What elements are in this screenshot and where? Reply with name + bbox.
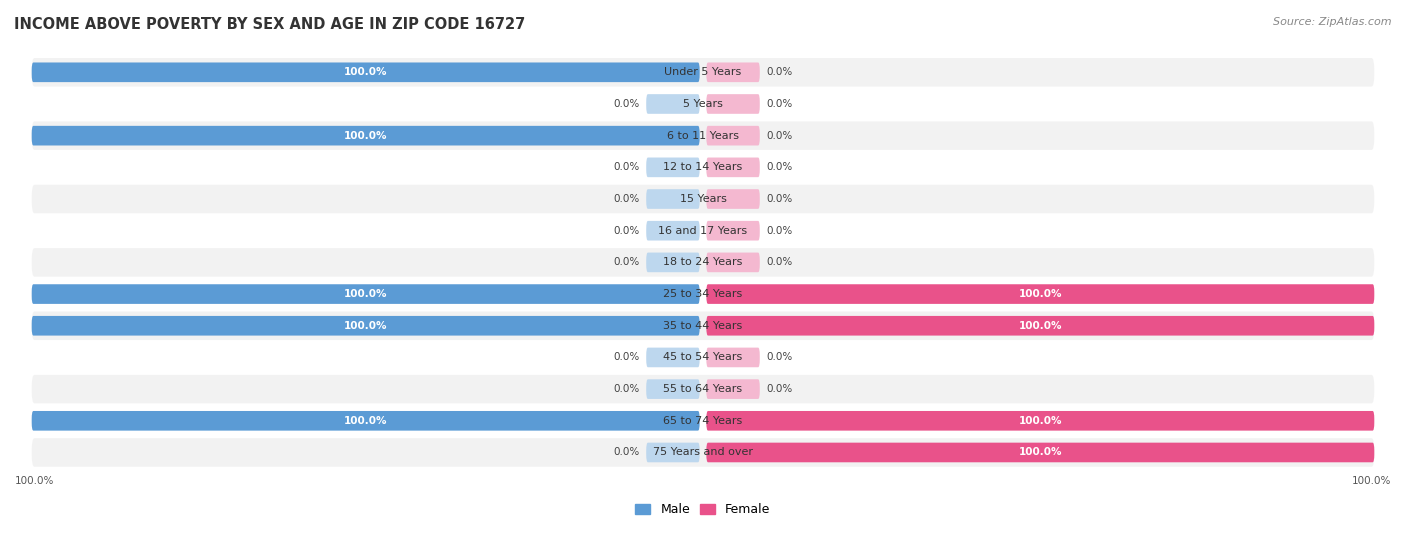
FancyBboxPatch shape: [32, 58, 1374, 87]
FancyBboxPatch shape: [706, 411, 1374, 430]
FancyBboxPatch shape: [706, 443, 1374, 462]
Text: 45 to 54 Years: 45 to 54 Years: [664, 352, 742, 362]
Text: 0.0%: 0.0%: [766, 131, 793, 141]
Text: 100.0%: 100.0%: [344, 289, 388, 299]
FancyBboxPatch shape: [647, 253, 700, 272]
Legend: Male, Female: Male, Female: [630, 498, 776, 522]
Text: 5 Years: 5 Years: [683, 99, 723, 109]
FancyBboxPatch shape: [32, 406, 1374, 435]
Text: 35 to 44 Years: 35 to 44 Years: [664, 321, 742, 331]
Text: 75 Years and over: 75 Years and over: [652, 447, 754, 457]
Text: 12 to 14 Years: 12 to 14 Years: [664, 162, 742, 172]
FancyBboxPatch shape: [647, 221, 700, 240]
Text: 0.0%: 0.0%: [613, 99, 640, 109]
FancyBboxPatch shape: [32, 216, 1374, 245]
FancyBboxPatch shape: [706, 126, 759, 145]
Text: 100.0%: 100.0%: [344, 416, 388, 426]
FancyBboxPatch shape: [647, 158, 700, 177]
FancyBboxPatch shape: [32, 438, 1374, 467]
FancyBboxPatch shape: [32, 90, 1374, 119]
FancyBboxPatch shape: [32, 284, 700, 304]
Text: 0.0%: 0.0%: [613, 447, 640, 457]
Text: 0.0%: 0.0%: [613, 194, 640, 204]
FancyBboxPatch shape: [706, 348, 759, 367]
FancyBboxPatch shape: [706, 284, 1374, 304]
Text: Source: ZipAtlas.com: Source: ZipAtlas.com: [1274, 17, 1392, 27]
Text: 0.0%: 0.0%: [766, 194, 793, 204]
Text: 0.0%: 0.0%: [766, 384, 793, 394]
Text: Under 5 Years: Under 5 Years: [665, 67, 741, 77]
FancyBboxPatch shape: [647, 189, 700, 209]
Text: 16 and 17 Years: 16 and 17 Years: [658, 226, 748, 236]
Text: 100.0%: 100.0%: [1351, 476, 1391, 486]
FancyBboxPatch shape: [706, 253, 759, 272]
Text: 0.0%: 0.0%: [613, 352, 640, 362]
FancyBboxPatch shape: [32, 311, 1374, 340]
Text: 15 Years: 15 Years: [679, 194, 727, 204]
FancyBboxPatch shape: [706, 63, 759, 82]
Text: 100.0%: 100.0%: [1018, 416, 1062, 426]
Text: 100.0%: 100.0%: [1018, 289, 1062, 299]
FancyBboxPatch shape: [32, 248, 1374, 277]
Text: 100.0%: 100.0%: [1018, 447, 1062, 457]
FancyBboxPatch shape: [32, 343, 1374, 372]
Text: 100.0%: 100.0%: [344, 67, 388, 77]
FancyBboxPatch shape: [647, 380, 700, 399]
Text: 65 to 74 Years: 65 to 74 Years: [664, 416, 742, 426]
Text: 100.0%: 100.0%: [344, 131, 388, 141]
FancyBboxPatch shape: [647, 443, 700, 462]
Text: 0.0%: 0.0%: [766, 99, 793, 109]
Text: 0.0%: 0.0%: [766, 257, 793, 267]
FancyBboxPatch shape: [32, 126, 700, 145]
FancyBboxPatch shape: [32, 411, 700, 430]
Text: 100.0%: 100.0%: [15, 476, 55, 486]
Text: INCOME ABOVE POVERTY BY SEX AND AGE IN ZIP CODE 16727: INCOME ABOVE POVERTY BY SEX AND AGE IN Z…: [14, 17, 526, 32]
FancyBboxPatch shape: [706, 189, 759, 209]
FancyBboxPatch shape: [32, 121, 1374, 150]
Text: 0.0%: 0.0%: [766, 226, 793, 236]
Text: 0.0%: 0.0%: [766, 67, 793, 77]
Text: 0.0%: 0.0%: [766, 352, 793, 362]
FancyBboxPatch shape: [706, 158, 759, 177]
Text: 25 to 34 Years: 25 to 34 Years: [664, 289, 742, 299]
FancyBboxPatch shape: [647, 348, 700, 367]
FancyBboxPatch shape: [32, 185, 1374, 214]
FancyBboxPatch shape: [32, 63, 700, 82]
Text: 0.0%: 0.0%: [613, 384, 640, 394]
FancyBboxPatch shape: [706, 221, 759, 240]
FancyBboxPatch shape: [706, 380, 759, 399]
FancyBboxPatch shape: [706, 316, 1374, 335]
Text: 0.0%: 0.0%: [613, 226, 640, 236]
Text: 0.0%: 0.0%: [613, 162, 640, 172]
Text: 100.0%: 100.0%: [1018, 321, 1062, 331]
FancyBboxPatch shape: [32, 280, 1374, 309]
Text: 55 to 64 Years: 55 to 64 Years: [664, 384, 742, 394]
Text: 100.0%: 100.0%: [344, 321, 388, 331]
FancyBboxPatch shape: [32, 316, 700, 335]
FancyBboxPatch shape: [647, 94, 700, 114]
Text: 0.0%: 0.0%: [766, 162, 793, 172]
FancyBboxPatch shape: [32, 153, 1374, 182]
FancyBboxPatch shape: [32, 375, 1374, 404]
Text: 18 to 24 Years: 18 to 24 Years: [664, 257, 742, 267]
Text: 6 to 11 Years: 6 to 11 Years: [666, 131, 740, 141]
FancyBboxPatch shape: [706, 94, 759, 114]
Text: 0.0%: 0.0%: [613, 257, 640, 267]
